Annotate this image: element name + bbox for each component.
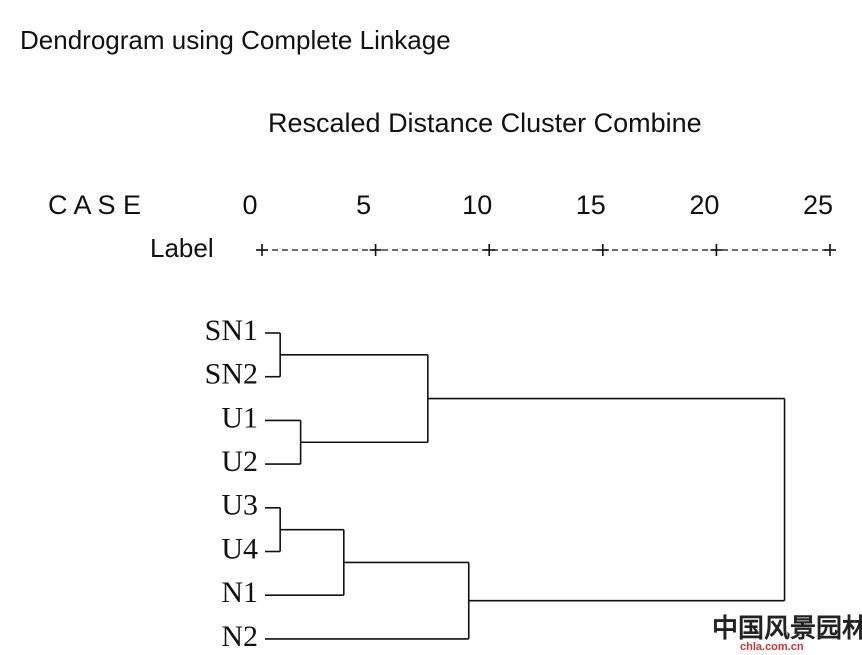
x-tick-label: 10 — [462, 190, 492, 220]
case-header: C A S E — [48, 190, 141, 220]
leaf-label: N1 — [221, 576, 258, 609]
leaf-label: U2 — [221, 445, 258, 478]
x-tick-label: 25 — [803, 190, 833, 220]
leaf-label: SN2 — [205, 358, 258, 391]
watermark-url: chla.com.cn — [740, 641, 804, 653]
leaf-label: U3 — [221, 489, 258, 522]
label-header: Label — [150, 233, 214, 263]
leaf-label: U4 — [221, 532, 258, 565]
leaf-label: SN1 — [205, 314, 258, 347]
x-tick-label: 5 — [356, 190, 371, 220]
leaf-label: U1 — [221, 401, 258, 434]
x-tick-label: 0 — [242, 190, 257, 220]
leaf-label: N2 — [221, 620, 258, 653]
chart-title: Dendrogram using Complete Linkage — [20, 25, 451, 55]
watermark: 中国风景园林网 — [712, 613, 862, 643]
x-tick-label: 20 — [689, 190, 719, 220]
x-axis-label: Rescaled Distance Cluster Combine — [268, 108, 702, 138]
x-tick-label: 15 — [576, 190, 606, 220]
